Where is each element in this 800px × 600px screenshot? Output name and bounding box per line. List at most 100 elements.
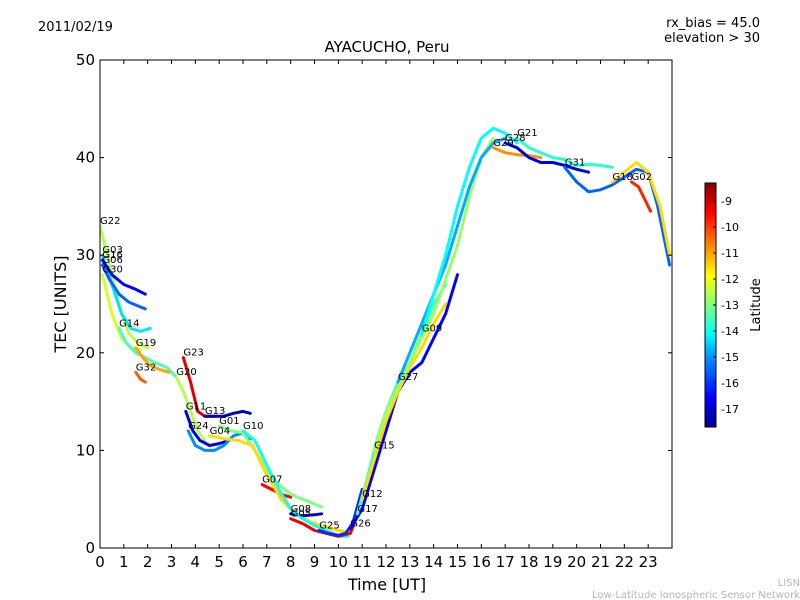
- series-label-g25: G25: [319, 520, 339, 531]
- footer-network: Low-Latitude Ionospheric Sensor Network: [592, 590, 800, 600]
- series-line-g28: [503, 141, 591, 174]
- x-tick-label: 1: [119, 553, 129, 571]
- series-line-g12: [360, 302, 448, 501]
- x-tick-label: 9: [310, 553, 320, 571]
- colorbar-tick-label: -12: [721, 273, 739, 286]
- series-label-g10: G10: [243, 421, 263, 432]
- x-tick-label: 7: [262, 553, 272, 571]
- x-tick-label: 3: [167, 553, 177, 571]
- series-label-g28: G28: [505, 133, 525, 144]
- series-line-g16: [100, 258, 147, 296]
- series-line-g27: [396, 136, 507, 384]
- series-label-g21: G21: [517, 128, 537, 139]
- colorbar-tick-label: -16: [721, 377, 739, 390]
- series-line-g29: [491, 146, 543, 160]
- series-label-g09: G09: [422, 323, 442, 334]
- series-label-g11: G11: [186, 401, 206, 412]
- series-label-g06: G06: [102, 255, 122, 266]
- x-tick-label: 2: [143, 553, 153, 571]
- colorbar-tick-label: -15: [721, 351, 739, 364]
- series-label-g24: G24: [188, 421, 208, 432]
- x-tick-label: 10: [329, 553, 348, 571]
- x-tick-label: 19: [543, 553, 562, 571]
- date-label: 2011/02/19: [38, 20, 113, 35]
- series-label-g22: G22: [100, 216, 120, 227]
- series-label-g30: G30: [102, 265, 122, 276]
- colorbar-tick-label: -9: [721, 195, 732, 208]
- series-label-g20: G20: [176, 367, 196, 378]
- series-line-g15: [372, 136, 495, 452]
- elevation-label: elevation > 30: [664, 31, 760, 46]
- series-label-g04: G04: [210, 426, 230, 437]
- colorbar-tick-label: -13: [721, 299, 739, 312]
- series-label-g12: G12: [362, 489, 382, 500]
- colorbar-tick-label: -11: [721, 247, 739, 260]
- x-tick-label: 18: [519, 553, 538, 571]
- colorbar-tick-label: -17: [721, 403, 739, 416]
- series-label-g15: G15: [374, 440, 394, 451]
- series-label-g17: G17: [357, 504, 377, 515]
- x-tick-label: 17: [496, 553, 515, 571]
- series-label-g14: G14: [119, 318, 139, 329]
- series-label-g32: G32: [136, 362, 156, 373]
- series-line-g20: [174, 375, 207, 443]
- series-line-g32: [134, 370, 147, 384]
- footer-lisn: LISN: [778, 578, 800, 589]
- x-tick-label: 23: [639, 553, 658, 571]
- series-line-g04: [208, 434, 350, 534]
- x-axis-label: Time [UT]: [347, 575, 426, 594]
- colorbar-ticks: -9 -10 -11 -12 -13 -14 -15 -16 -17: [713, 195, 739, 416]
- series-label-g26: G26: [350, 518, 370, 529]
- series-line-g14: [117, 326, 178, 379]
- x-tick-label: 15: [448, 553, 467, 571]
- series-label-g02: G02: [631, 172, 651, 183]
- colorbar-label: Latitude: [749, 278, 764, 332]
- series-label-g27: G27: [398, 372, 418, 383]
- y-axis-label: TEC [UNITS]: [51, 256, 70, 354]
- x-tick-label: 12: [376, 553, 395, 571]
- colorbar-tick-label: -10: [721, 221, 739, 234]
- y-tick-label: 40: [76, 149, 95, 167]
- series-line-g19: [134, 346, 171, 374]
- series-label-g19: G19: [136, 338, 156, 349]
- y-tick-label: 50: [76, 51, 95, 69]
- x-tick-label: 22: [615, 553, 634, 571]
- y-tick-label: 0: [85, 539, 95, 557]
- series-label-g05: G05: [291, 509, 311, 520]
- series-line-g25: [317, 487, 364, 537]
- x-tick-label: 4: [191, 553, 201, 571]
- x-tick-label: 0: [95, 553, 105, 571]
- series-label-g31: G31: [565, 157, 585, 168]
- y-tick-label: 10: [76, 441, 95, 459]
- series-label-g01: G01: [219, 416, 239, 427]
- x-tick-label: 5: [214, 553, 224, 571]
- series-label-g03: G03: [102, 245, 122, 256]
- x-tick-label: 14: [424, 553, 443, 571]
- plot-area: [100, 60, 672, 548]
- x-axis: 0 1 2 3 4 5 6 7 8 9 10 11 12 13 14 15 16 17 18 19 20 21 22 23: [95, 60, 658, 571]
- series-line-g18: [610, 161, 672, 257]
- series-label-g23: G23: [183, 348, 203, 359]
- y-tick-label: 30: [76, 246, 95, 264]
- series-label-g29: G29: [493, 138, 513, 149]
- series-line-g11: [184, 409, 231, 447]
- series-line-g09: [420, 126, 519, 335]
- series-line-g02: [630, 180, 653, 213]
- x-tick-label: 8: [286, 553, 296, 571]
- series-label-g08: G08: [291, 504, 311, 515]
- x-tick-label: 20: [567, 553, 586, 571]
- series-line-g30: [100, 273, 142, 352]
- y-axis: 0 10 20 30 40 50: [76, 51, 672, 557]
- series-label-g13: G13: [205, 406, 225, 417]
- series-label-g07: G07: [262, 475, 282, 486]
- series-line-g06: [100, 263, 147, 311]
- rx-bias-label: rx_bias = 45.0: [666, 16, 760, 31]
- x-tick-label: 16: [472, 553, 491, 571]
- x-tick-label: 11: [353, 553, 372, 571]
- y-tick-label: 20: [76, 344, 95, 362]
- series-label-g18: G18: [612, 172, 632, 183]
- x-tick-label: 6: [238, 553, 248, 571]
- x-tick-label: 21: [591, 553, 610, 571]
